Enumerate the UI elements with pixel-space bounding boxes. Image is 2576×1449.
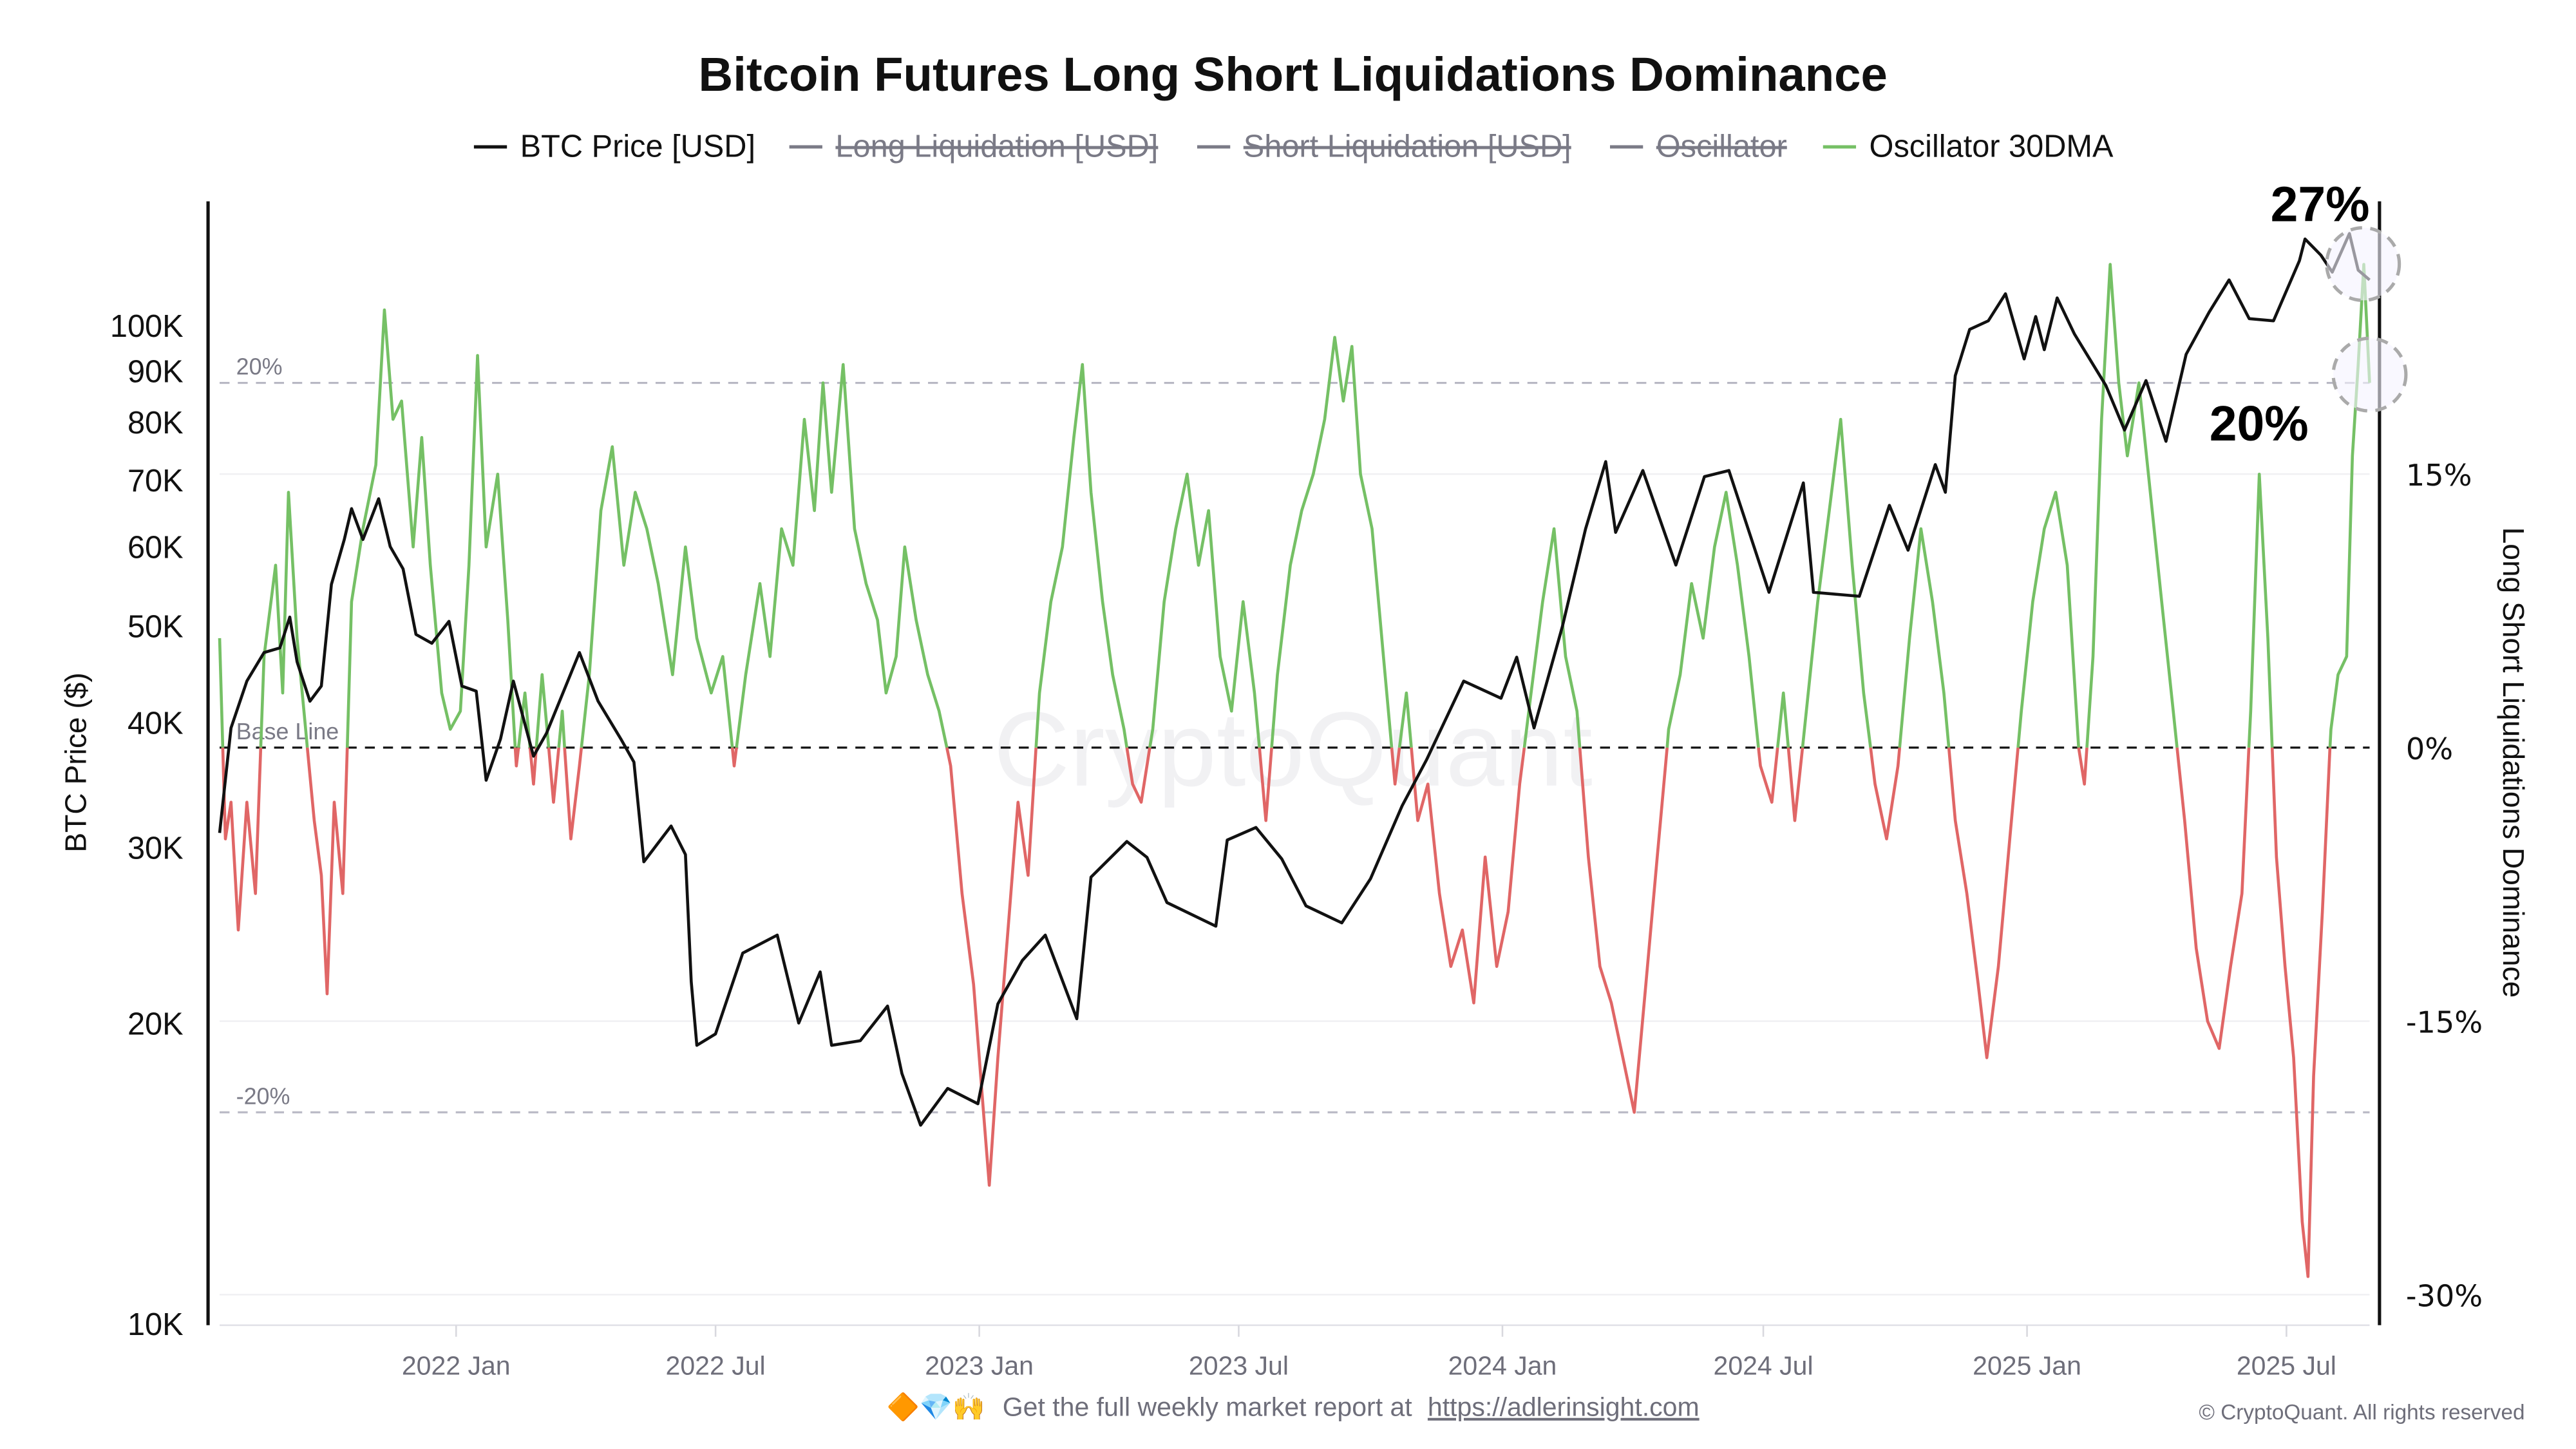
legend-item[interactable]: Long Liquidation [USD] <box>789 129 1159 164</box>
oscillator-negative-segment <box>1869 747 1902 840</box>
oscillator-positive-segment <box>345 308 517 748</box>
oscillator-negative-segment <box>528 747 538 786</box>
oscillator-positive-segment <box>1665 491 1760 748</box>
oscillator-positive-segment <box>516 691 532 748</box>
annotation-circle <box>2331 336 2408 413</box>
annotation-circle <box>2325 226 2401 302</box>
left-tick-label: 30K <box>128 831 184 866</box>
annotation-label: 20% <box>2210 396 2309 451</box>
oscillator-positive-segment <box>2016 491 2080 748</box>
right-axis-label: Long Short Liquidations Dominance <box>2497 527 2530 998</box>
btc-price-series <box>218 232 2371 1127</box>
right-tick-label: 15% <box>2406 458 2472 493</box>
legend-label: Oscillator <box>1656 129 1787 164</box>
footer-link[interactable]: https://adlerinsight.com <box>1428 1392 1700 1422</box>
copyright: © CryptoQuant. All rights reserved <box>2199 1401 2524 1425</box>
right-axis-ticks: 15% 0% -15% -30% <box>2406 458 2483 1313</box>
left-tick-label: 10K <box>128 1307 184 1342</box>
reference-lines: 20% Base Line -20% <box>220 354 2370 1113</box>
oscillator-positive-segment <box>1148 472 1261 748</box>
x-tick-label: 2022 Jan <box>402 1351 511 1381</box>
x-tick-label: 2022 Jul <box>666 1351 766 1381</box>
oscillator-positive-segment <box>2247 472 2274 748</box>
oscillator-positive-segment <box>557 709 566 748</box>
oscillator-positive-segment <box>580 445 734 748</box>
oscillator-positive-segment <box>1270 336 1394 748</box>
oscillator-negative-segment <box>1757 747 1779 804</box>
left-axis-label: BTC Price ($) <box>59 672 92 852</box>
legend-item[interactable]: Oscillator 30DMA <box>1823 129 2114 164</box>
oscillator-negative-segment <box>1947 747 2020 1059</box>
watermark: CryptoQuant <box>994 690 1593 808</box>
oscillator-positive-segment <box>1776 691 1790 748</box>
footer-emoji: 🔶💎🙌 <box>887 1392 985 1422</box>
oscillator-negative-segment <box>2175 747 2251 1050</box>
oscillator-negative-segment <box>305 747 349 996</box>
oscillator-positive-segment <box>1898 527 1951 748</box>
left-tick-label: 20K <box>128 1007 184 1041</box>
oscillator-negative-segment <box>730 747 738 768</box>
legend-item[interactable]: BTC Price [USD] <box>473 129 755 164</box>
right-tick-label: -15% <box>2406 1005 2483 1040</box>
legend-item[interactable]: Oscillator <box>1610 129 1787 164</box>
x-tick-label: 2024 Jan <box>1448 1351 1557 1381</box>
oscillator-negative-segment <box>1410 747 1526 1005</box>
oscillator-positive-segment <box>1801 417 1872 748</box>
legend-label: Oscillator 30DMA <box>1870 129 2114 164</box>
annotation-label: 27% <box>2271 176 2370 232</box>
oscillator-positive-segment <box>218 638 225 748</box>
x-tick-label: 2025 Jul <box>2237 1351 2336 1381</box>
oscillator-positive-segment <box>1034 363 1129 748</box>
x-tick-label: 2023 Jan <box>925 1351 1034 1381</box>
oscillator-negative-segment <box>563 747 583 840</box>
oscillator-negative-segment <box>1258 747 1273 822</box>
left-tick-label: 80K <box>128 406 184 440</box>
legend-item[interactable]: Short Liquidation [USD] <box>1197 129 1571 164</box>
legend-label: Short Liquidation [USD] <box>1244 129 1571 164</box>
right-tick-label: 0% <box>2406 732 2453 766</box>
oscillator-positive-segment <box>1397 691 1413 748</box>
left-tick-label: 70K <box>128 464 184 498</box>
oscillator-positive-segment <box>1522 527 1582 748</box>
left-axis-ticks: 10K 20K 30K 40K 50K 60K 70K 80K 90K 100K <box>110 309 184 1342</box>
oscillator-negative-segment <box>1125 747 1151 804</box>
annotations: 27% 20% <box>2210 176 2408 451</box>
oscillator-positive-segment <box>535 673 551 748</box>
oscillator-negative-segment <box>2077 747 2088 786</box>
oscillator-negative-segment <box>513 747 520 768</box>
oscillator-negative-segment <box>1390 747 1401 786</box>
reference-line-label: -20% <box>236 1083 290 1109</box>
reference-line-label: 20% <box>236 354 283 380</box>
gridlines <box>220 473 2370 1296</box>
oscillator-negative-segment <box>1578 747 1669 1114</box>
legend: BTC Price [USD] Long Liquidation [USD] Sho… <box>473 129 2114 164</box>
oscillator-negative-segment <box>547 747 560 804</box>
oscillator-negative-segment <box>2270 747 2332 1278</box>
left-tick-label: 50K <box>128 610 184 645</box>
left-tick-label: 90K <box>128 355 184 390</box>
chart-title: Bitcoin Futures Long Short Liquidations … <box>699 48 1888 101</box>
x-tick-label: 2024 Jul <box>1714 1351 1814 1381</box>
reference-line-label: Base Line <box>236 719 339 744</box>
oscillator-negative-segment <box>1786 747 1804 822</box>
x-axis-ticks: 2022 Jan 2022 Jul 2023 Jan 2023 Jul 2024 Jan… <box>402 1325 2336 1381</box>
legend-label: BTC Price [USD] <box>520 129 755 164</box>
left-tick-label: 60K <box>128 531 184 565</box>
footer-line: 🔶💎🙌 Get the full weekly market report at… <box>887 1392 1700 1422</box>
oscillator-negative-segment <box>945 747 1038 1187</box>
left-tick-label: 100K <box>110 309 184 344</box>
oscillator-positive-segment <box>2085 263 2179 748</box>
oscillator-positive-segment <box>735 363 949 748</box>
legend-label: Long Liquidation [USD] <box>835 129 1158 164</box>
x-tick-label: 2023 Jul <box>1189 1351 1289 1381</box>
left-tick-label: 40K <box>128 706 184 741</box>
oscillator-negative-segment <box>221 747 263 932</box>
btc-price-line <box>218 232 2371 1127</box>
footer-text: Get the full weekly market report at <box>1003 1392 1413 1422</box>
oscillator-positive-segment <box>259 491 309 748</box>
x-tick-label: 2025 Jan <box>1973 1351 2081 1381</box>
right-tick-label: -30% <box>2406 1278 2483 1313</box>
